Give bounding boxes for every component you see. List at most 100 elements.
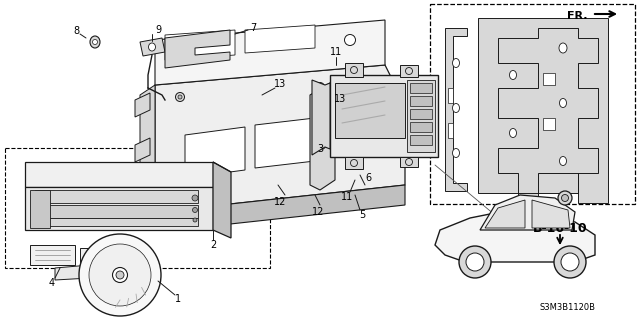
Polygon shape [55, 265, 90, 280]
Polygon shape [185, 127, 245, 178]
Text: 5: 5 [359, 210, 365, 220]
Ellipse shape [116, 271, 124, 279]
Polygon shape [310, 80, 335, 190]
Text: 8: 8 [73, 26, 79, 36]
Ellipse shape [452, 103, 460, 113]
Polygon shape [30, 245, 75, 265]
Polygon shape [175, 185, 405, 230]
Bar [410, 109, 432, 119]
Bar [407, 80, 435, 152]
Text: 13: 13 [274, 79, 286, 89]
Text: B-16-10: B-16-10 [532, 221, 588, 234]
Polygon shape [135, 138, 150, 162]
Polygon shape [155, 20, 385, 85]
Ellipse shape [559, 157, 566, 166]
Polygon shape [155, 170, 175, 230]
Polygon shape [80, 248, 108, 268]
Text: 12: 12 [274, 197, 286, 207]
Bar [5, 148, 270, 268]
Ellipse shape [554, 246, 586, 278]
Ellipse shape [376, 113, 385, 122]
Bar [35, 190, 198, 203]
Polygon shape [165, 30, 230, 68]
Bar [335, 83, 405, 138]
Bar [345, 157, 363, 169]
Ellipse shape [351, 160, 358, 167]
Ellipse shape [559, 99, 566, 108]
Ellipse shape [193, 218, 197, 222]
Ellipse shape [93, 40, 97, 44]
Text: 11: 11 [341, 192, 353, 202]
Ellipse shape [509, 70, 516, 79]
Polygon shape [245, 25, 315, 53]
Bar [400, 65, 418, 77]
Bar [448, 123, 453, 138]
Text: 1: 1 [175, 294, 181, 304]
Text: 13: 13 [334, 94, 346, 104]
Bar [400, 157, 418, 167]
Polygon shape [532, 200, 570, 228]
Ellipse shape [318, 141, 326, 149]
Polygon shape [140, 85, 155, 175]
Ellipse shape [351, 66, 358, 73]
Bar [345, 63, 363, 77]
Ellipse shape [344, 34, 355, 46]
Text: 9: 9 [155, 25, 161, 35]
Polygon shape [213, 162, 231, 172]
Ellipse shape [466, 253, 484, 271]
Bar [35, 205, 198, 218]
Text: 7: 7 [250, 23, 256, 33]
Polygon shape [312, 80, 330, 155]
Polygon shape [25, 162, 213, 187]
Ellipse shape [406, 68, 413, 75]
Text: 2: 2 [210, 240, 216, 250]
Bar [330, 75, 438, 157]
Ellipse shape [316, 83, 324, 92]
Ellipse shape [349, 144, 361, 156]
Bar [430, 4, 635, 204]
Bar [448, 88, 453, 103]
Bar [410, 135, 432, 145]
Ellipse shape [406, 159, 413, 166]
Bar [543, 73, 555, 85]
Ellipse shape [561, 195, 568, 202]
Polygon shape [165, 30, 235, 60]
Ellipse shape [79, 234, 161, 316]
Ellipse shape [148, 43, 156, 51]
Ellipse shape [452, 58, 460, 68]
Polygon shape [480, 195, 575, 230]
Ellipse shape [176, 39, 184, 47]
Text: 12: 12 [312, 207, 324, 217]
Ellipse shape [318, 85, 322, 89]
Polygon shape [213, 162, 231, 238]
Polygon shape [485, 200, 525, 228]
Ellipse shape [175, 93, 184, 101]
Bar [35, 218, 198, 226]
Polygon shape [255, 118, 315, 168]
Polygon shape [435, 212, 595, 262]
Polygon shape [135, 93, 150, 117]
Text: 11: 11 [330, 47, 342, 57]
Text: 3: 3 [317, 144, 323, 154]
Ellipse shape [452, 149, 460, 158]
Ellipse shape [90, 36, 100, 48]
Bar [410, 96, 432, 106]
Ellipse shape [89, 244, 151, 306]
Polygon shape [478, 18, 608, 203]
Text: FR.: FR. [568, 11, 588, 21]
Ellipse shape [378, 115, 382, 119]
Polygon shape [140, 38, 165, 56]
Ellipse shape [561, 253, 579, 271]
Ellipse shape [178, 95, 182, 99]
Text: 4: 4 [49, 278, 55, 288]
Text: 6: 6 [365, 173, 371, 183]
Ellipse shape [318, 101, 326, 109]
Polygon shape [445, 28, 467, 191]
Ellipse shape [192, 195, 198, 201]
Ellipse shape [211, 36, 219, 44]
Ellipse shape [559, 43, 567, 53]
Ellipse shape [459, 246, 491, 278]
Ellipse shape [113, 268, 127, 283]
Bar [410, 83, 432, 93]
Bar [543, 118, 555, 130]
